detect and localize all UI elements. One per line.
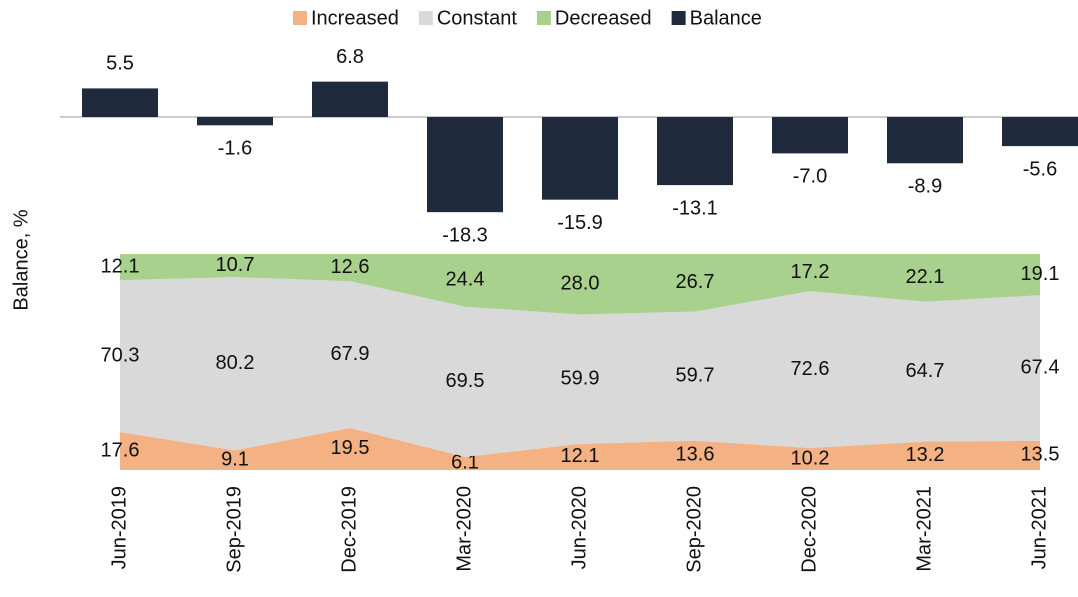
bar-value-label: -1.6 (218, 138, 252, 160)
bar-value-label: -13.1 (672, 197, 718, 219)
x-tick-label: Jun-2019 (108, 486, 130, 569)
area-value-label: 22.1 (906, 266, 945, 288)
area-value-label: 19.5 (331, 437, 370, 459)
bar-value-label: 6.8 (336, 46, 364, 68)
area-value-label: 59.9 (561, 367, 600, 389)
area-value-label: 17.2 (791, 261, 830, 283)
legend-label: Decreased (555, 7, 652, 29)
x-tick-label: Mar-2020 (453, 486, 475, 572)
area-value-label: 12.1 (101, 255, 140, 277)
area-value-label: 24.4 (446, 269, 485, 291)
area-value-label: 67.9 (331, 343, 370, 365)
legend-label: Increased (311, 7, 399, 29)
legend-swatch (418, 11, 433, 25)
x-tick-label: Dec-2019 (338, 486, 360, 573)
y-axis-label: Balance, % (10, 209, 32, 310)
area-value-label: 6.1 (451, 452, 479, 474)
bar-value-label: -18.3 (442, 224, 488, 246)
legend-label: Constant (437, 7, 517, 29)
area-value-label: 10.7 (216, 254, 255, 276)
area-value-label: 13.6 (676, 444, 715, 466)
legend-swatch (293, 11, 307, 25)
area-value-label: 17.6 (101, 439, 140, 461)
x-tick-label: Sep-2019 (223, 486, 245, 573)
area-value-label: 59.7 (676, 364, 715, 386)
area-value-label: 12.1 (561, 445, 600, 467)
area (120, 254, 1040, 315)
x-tick-label: Mar-2021 (913, 486, 935, 572)
bar-value-label: -15.9 (557, 212, 603, 234)
legend-swatch (671, 11, 686, 25)
bar-value-label: 5.5 (106, 53, 134, 75)
legend-swatch (536, 11, 551, 25)
bar (887, 117, 963, 164)
area-value-label: 28.0 (561, 273, 600, 295)
area-value-label: 69.5 (446, 370, 485, 392)
area-value-label: 64.7 (906, 360, 945, 382)
bar-value-label: -8.9 (908, 176, 942, 198)
legend-label: Balance (690, 7, 762, 29)
area-value-label: 9.1 (221, 448, 249, 470)
area-value-label: 26.7 (676, 271, 715, 293)
bar-value-label: -5.6 (1023, 158, 1057, 180)
bar (1002, 117, 1078, 147)
bar (82, 88, 158, 117)
bar (657, 117, 733, 186)
area-value-label: 67.4 (1021, 356, 1060, 378)
x-tick-label: Jun-2020 (568, 486, 590, 569)
x-tick-label: Sep-2020 (683, 486, 705, 573)
area-value-label: 13.5 (1021, 444, 1060, 466)
x-tick-label: Jun-2021 (1028, 486, 1050, 569)
area-value-label: 13.2 (906, 444, 945, 466)
area-value-label: 72.6 (791, 358, 830, 380)
bar (312, 81, 388, 117)
bar-value-label: -7.0 (793, 166, 827, 188)
area-value-label: 12.6 (331, 256, 370, 278)
area (120, 277, 1040, 457)
area-value-label: 10.2 (791, 447, 830, 469)
area-value-label: 19.1 (1021, 263, 1060, 285)
bar (427, 117, 503, 213)
area-value-label: 80.2 (216, 352, 255, 374)
area (120, 427, 1040, 470)
bar (197, 117, 273, 126)
bar (542, 117, 618, 200)
area-value-label: 70.3 (101, 344, 140, 366)
bar (772, 117, 848, 154)
x-tick-label: Dec-2020 (798, 486, 820, 573)
